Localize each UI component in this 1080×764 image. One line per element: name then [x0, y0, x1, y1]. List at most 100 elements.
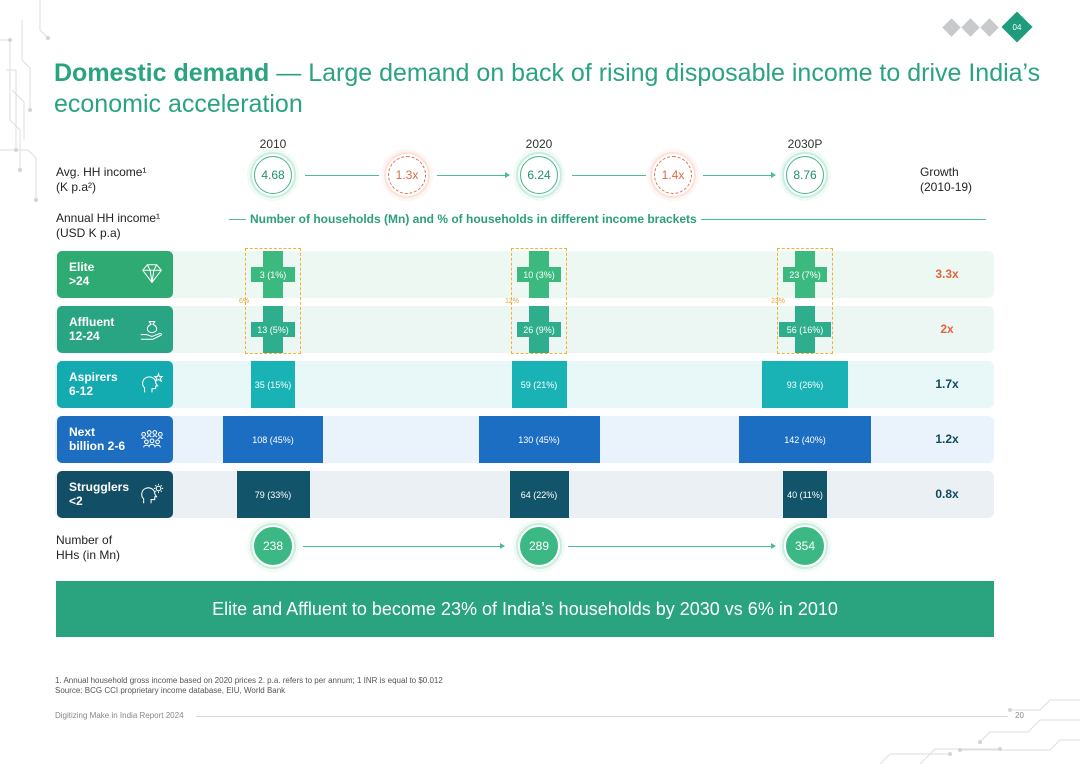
- annual-income-label-line1: Annual HH income¹: [56, 211, 161, 225]
- footer-page-number: 20: [1015, 711, 1024, 720]
- footnotes: 1. Annual household gross income based o…: [55, 676, 443, 696]
- connector-line: [303, 546, 503, 547]
- households-2010-value: 238: [254, 527, 292, 565]
- num-households-label-line1: Number of: [56, 533, 113, 547]
- bracket-range: 6-12: [69, 384, 94, 398]
- bracket-bar: 13 (5%): [251, 322, 295, 337]
- takeaway-banner: Elite and Affluent to become 23% of Indi…: [56, 581, 994, 637]
- income-multiplier-2: 1.4x: [650, 152, 696, 198]
- elite-affluent-share: 6%: [239, 298, 250, 305]
- avg-income-2020: 6.24: [516, 152, 562, 198]
- num-households-label: Number of HHs (in Mn): [56, 533, 120, 563]
- households-2030-value: 354: [786, 527, 824, 565]
- arrow-head-icon: [771, 172, 776, 178]
- head-gear-icon: [141, 483, 164, 504]
- group-icon: [141, 430, 163, 448]
- footer-rule: [196, 716, 1008, 717]
- money-bag-hand-icon: [140, 321, 162, 340]
- bracket-label: Aspirers 6-12: [57, 361, 173, 408]
- households-2010: 238: [250, 523, 296, 569]
- bracket-range: 12-24: [69, 329, 100, 343]
- connector-line: [437, 175, 508, 176]
- growth-value: 1.2x: [935, 432, 959, 446]
- bracket-label: Next billion 2-6: [57, 416, 173, 463]
- households-2020: 289: [516, 523, 562, 569]
- income-multiplier-1-value: 1.3x: [388, 156, 426, 194]
- elite-affluent-outline: [245, 248, 301, 354]
- income-multiplier-1: 1.3x: [384, 152, 430, 198]
- bracket-name: Affluent: [69, 315, 115, 329]
- connector-line: [703, 175, 774, 176]
- arrow-head-icon: [500, 543, 505, 549]
- chart-caption: Number of households (Mn) and % of house…: [246, 212, 701, 226]
- connector-line: [572, 175, 646, 176]
- growth-value: 0.8x: [935, 487, 959, 501]
- bracket-bar: 130 (45%): [478, 416, 600, 463]
- income-multiplier-2-value: 1.4x: [654, 156, 692, 194]
- diamond-icon: [142, 264, 162, 284]
- bracket-label: Elite >24: [57, 251, 173, 298]
- bracket-bar: 142 (40%): [739, 416, 871, 463]
- avg-income-2010-value: 4.68: [254, 156, 292, 194]
- bracket-bar: 59 (21%): [511, 361, 567, 408]
- page-title: Domestic demand — Large demand on back o…: [54, 58, 1044, 120]
- page-dot: [942, 17, 961, 37]
- avg-income-label-line2: (K p.a²): [56, 180, 97, 194]
- avg-income-label-line1: Avg. HH income¹: [56, 165, 147, 179]
- footnote-1: 1. Annual household gross income based o…: [55, 676, 443, 685]
- page-badge: 04: [1001, 11, 1033, 43]
- avg-income-label: Avg. HH income¹ (K p.a²): [56, 165, 146, 195]
- connector-line: [305, 175, 379, 176]
- growth-header: Growth (2010-19): [920, 165, 972, 195]
- bracket-name: Next: [69, 425, 96, 439]
- bracket-name: Elite: [69, 260, 95, 274]
- annual-income-label: Annual HH income¹ (USD K p.a): [56, 211, 160, 241]
- bracket-bar: 26 (9%): [517, 322, 561, 337]
- bracket-bar: 108 (45%): [223, 416, 323, 463]
- growth-header-line1: Growth: [920, 165, 959, 179]
- avg-income-2020-value: 6.24: [520, 156, 558, 194]
- bracket-range: <2: [69, 494, 83, 508]
- avg-income-2030-value: 8.76: [786, 156, 824, 194]
- elite-affluent-share: 12%: [505, 298, 520, 305]
- bracket-range: billion 2-6: [69, 439, 126, 453]
- page-dot: [980, 17, 999, 37]
- bracket-bar: 23 (7%): [783, 267, 827, 282]
- bracket-label: Affluent 12-24: [57, 306, 173, 353]
- num-households-label-line2: HHs (in Mn): [56, 548, 121, 562]
- bracket-bar: 64 (22%): [509, 471, 569, 518]
- households-2020-value: 289: [520, 527, 558, 565]
- title-bold: Domestic demand: [54, 59, 270, 87]
- connector-line: [568, 546, 774, 547]
- year-label-2020: 2020: [525, 137, 553, 151]
- year-label-2010: 2010: [259, 137, 287, 151]
- bracket-bar: 3 (1%): [251, 267, 295, 282]
- growth-value: 1.7x: [935, 377, 959, 391]
- bracket-bar: 40 (11%): [783, 471, 827, 518]
- bracket-bar: 93 (26%): [762, 361, 848, 408]
- elite-affluent-outline: [511, 248, 567, 354]
- growth-value: 2x: [940, 322, 954, 336]
- households-2030: 354: [782, 523, 828, 569]
- title-rest: — Large demand on back of rising disposa…: [54, 59, 1041, 118]
- bracket-name: Strugglers: [69, 480, 130, 494]
- arrow-head-icon: [505, 172, 510, 178]
- elite-affluent-share: 23%: [771, 298, 786, 305]
- bracket-range: >24: [69, 274, 90, 288]
- avg-income-2010: 4.68: [250, 152, 296, 198]
- annual-income-label-line2: (USD K p.a): [56, 226, 121, 240]
- page-indicator: 04: [942, 11, 1033, 43]
- growth-value: 3.3x: [935, 267, 959, 281]
- footnote-source: Source: BCG CCI proprietary income datab…: [55, 686, 286, 695]
- page-dot: [961, 17, 980, 37]
- page-badge-number: 04: [1012, 22, 1022, 32]
- avg-income-2030: 8.76: [782, 152, 828, 198]
- bracket-label: Strugglers <2: [57, 471, 173, 518]
- footer-report-name: Digitizing Make in India Report 2024: [55, 711, 184, 720]
- arrow-head-icon: [771, 543, 776, 549]
- bracket-bar: 10 (3%): [517, 267, 561, 282]
- growth-header-line2: (2010-19): [920, 180, 973, 194]
- bracket-bar: 56 (16%): [779, 322, 831, 337]
- elite-affluent-outline: [777, 248, 833, 354]
